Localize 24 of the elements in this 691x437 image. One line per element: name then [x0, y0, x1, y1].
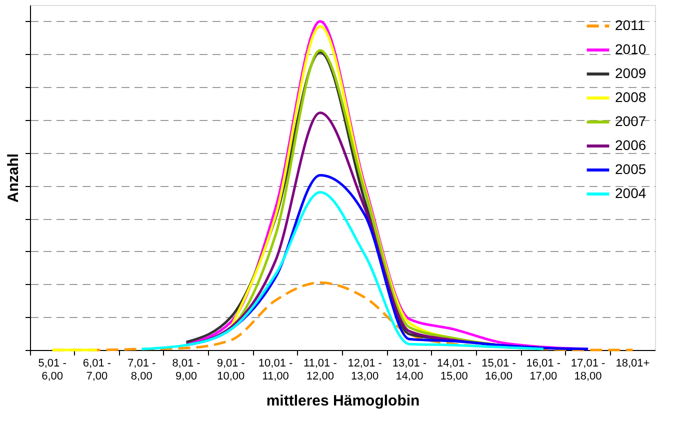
x-tick-label: 13,01 - 14,00: [392, 358, 427, 382]
x-tick-label: 5,01 - 6,00: [38, 358, 67, 382]
x-tick-label: 11,01 - 12,00: [303, 358, 338, 382]
x-tick-label: 15,01 - 16,00: [482, 358, 516, 382]
legend-label: 2008: [615, 89, 646, 105]
x-axis-title: mittleres Hämoglobin: [266, 392, 420, 410]
x-tick-label: 14,01 - 15,00: [436, 358, 472, 382]
x-tick-label: 16,01 - 17,00: [526, 358, 561, 382]
x-tick-label: 10,01 - 11,00: [258, 358, 293, 382]
legend-label: 2006: [615, 137, 646, 153]
legend-label: 2011: [615, 17, 646, 33]
legend-label: 2005: [615, 161, 646, 177]
legend-label: 2010: [615, 41, 646, 57]
x-tick-label: 8,01 - 9,00: [172, 358, 201, 382]
x-tick-label: 12,01 - 13,00: [348, 358, 382, 382]
legend-label: 2007: [615, 113, 646, 129]
x-tick-label: 6,01 - 7,00: [82, 358, 112, 382]
x-tick-label: 17,01 - 18,00: [570, 358, 606, 382]
y-axis-title: Anzahl: [5, 153, 22, 203]
x-tick-label: 18,01+: [616, 358, 650, 370]
x-tick-label: 9,01 - 10,00: [216, 358, 246, 382]
x-tick-label: 7,01 - 8,00: [128, 358, 156, 382]
legend-label: 2004: [615, 185, 646, 201]
legend-label: 2009: [615, 65, 646, 81]
